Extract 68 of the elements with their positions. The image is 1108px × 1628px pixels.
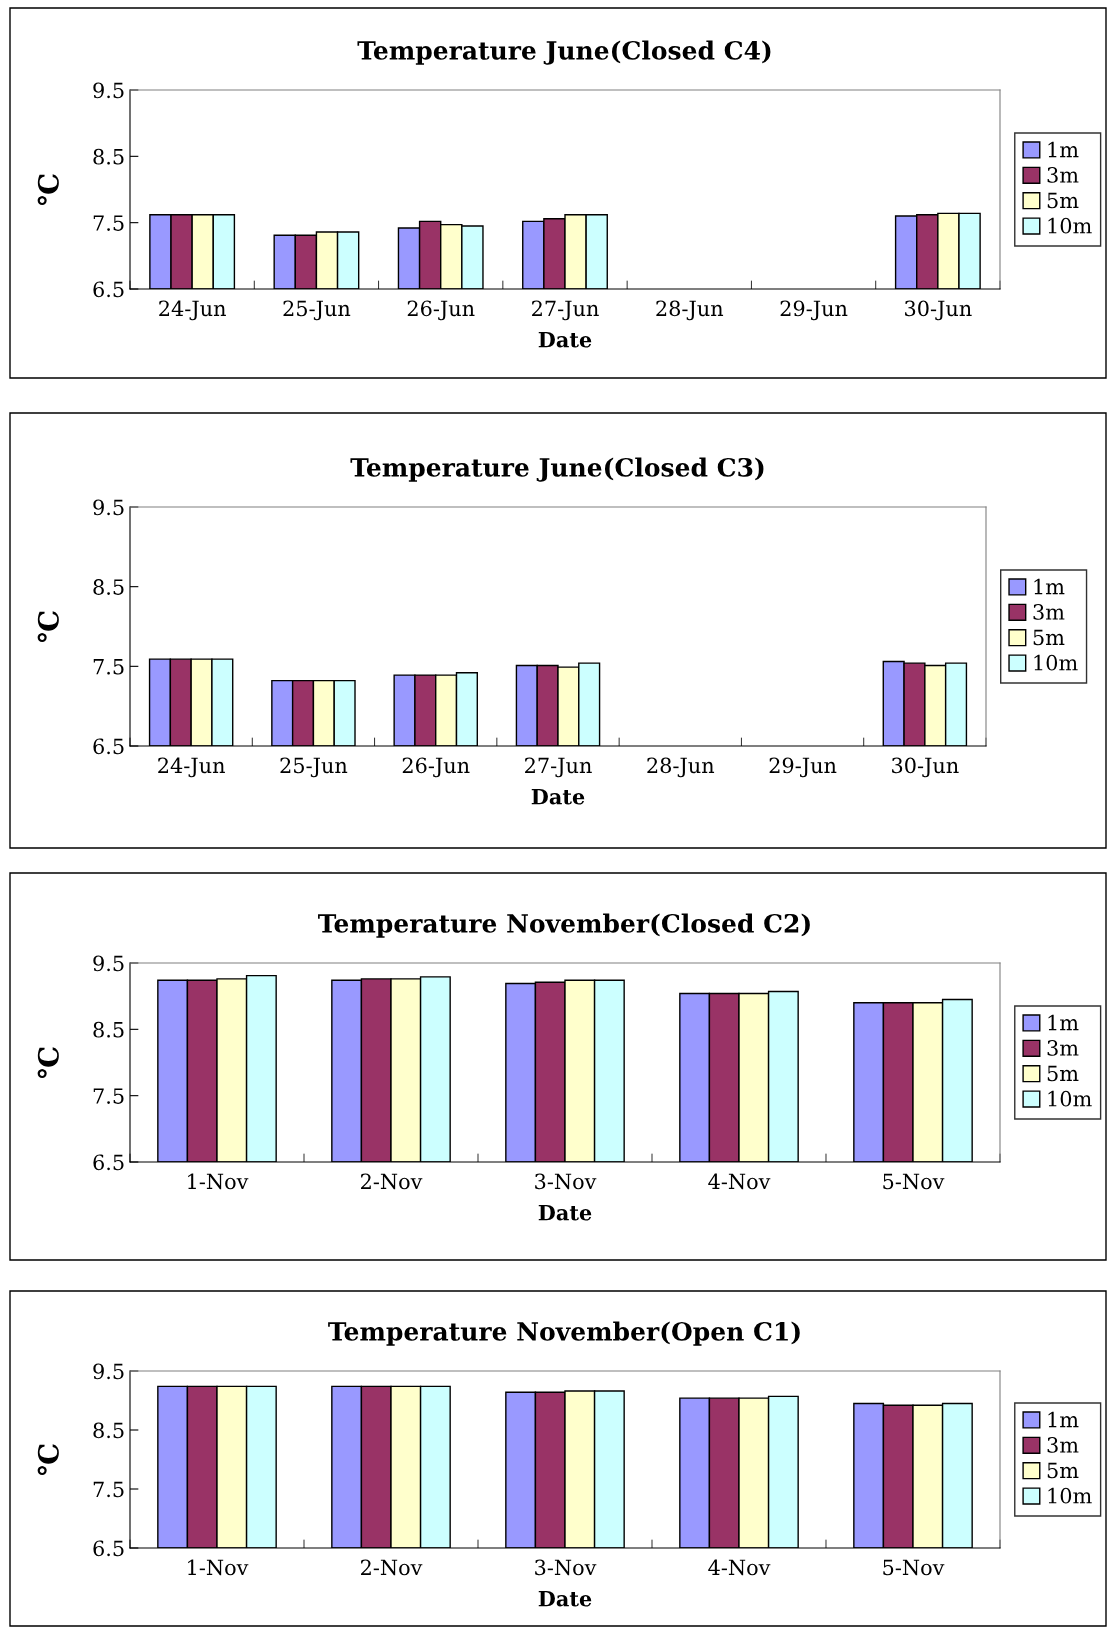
x-tick-label: 2-Nov xyxy=(360,1173,423,1190)
y-tick-label: 7.5 xyxy=(93,659,124,675)
chart-title: Temperature June(Closed C3) xyxy=(350,457,764,482)
x-tick-label: 1-Nov xyxy=(188,1173,249,1190)
legend-label: 10m xyxy=(1048,1487,1092,1504)
y-tick-label: 8.5 xyxy=(93,148,124,165)
legend-label: 5m xyxy=(1047,192,1079,209)
y-tick-label: 6.5 xyxy=(93,1154,124,1171)
legend-label: 1m xyxy=(1034,578,1065,595)
legend-label: 5m xyxy=(1033,629,1065,646)
legend-label: 3m xyxy=(1033,604,1065,620)
legend-label: 3m xyxy=(1047,1040,1079,1056)
y-tick-label: 8.5 xyxy=(93,1021,124,1038)
x-tick-label: 26-Jun xyxy=(407,300,475,321)
y-tick-label: 7.5 xyxy=(93,215,124,231)
y-axis-title: ℃ xyxy=(37,611,59,643)
x-tick-label: 25-Jun xyxy=(283,300,351,321)
legend-label: 1m xyxy=(1048,141,1079,158)
x-tick-label: 30-Jun xyxy=(892,757,959,778)
x-tick-label: 3-Nov xyxy=(535,1559,597,1576)
x-tick-label: 3-Nov xyxy=(535,1173,597,1190)
legend-label: 1m xyxy=(1048,1014,1079,1031)
x-tick-label: 30-Jun xyxy=(905,300,972,321)
chart-title: Temperature June(Closed C4) xyxy=(357,40,771,65)
y-tick-label: 6.5 xyxy=(93,738,124,755)
y-tick-label: 7.5 xyxy=(93,1481,124,1498)
x-axis-title: Date xyxy=(531,789,585,805)
x-axis-title: Date xyxy=(538,332,592,348)
legend-label: 3m xyxy=(1047,167,1079,183)
x-tick-label: 5-Nov xyxy=(883,1559,945,1576)
x-tick-label: 29-Jun xyxy=(780,300,848,321)
y-tick-label: 9.5 xyxy=(93,1363,124,1380)
x-tick-label: 4-Nov xyxy=(708,1559,771,1576)
y-axis-title: ℃ xyxy=(37,174,59,206)
x-tick-label: 24-Jun xyxy=(159,300,226,321)
x-tick-label: 1-Nov xyxy=(188,1559,249,1576)
y-tick-label: 9.5 xyxy=(93,499,124,516)
chart-title: Temperature November(Closed C2) xyxy=(318,913,810,938)
legend-label: 3m xyxy=(1047,1437,1079,1453)
y-tick-label: 9.5 xyxy=(93,955,124,972)
chart-title: Temperature November(Open C1) xyxy=(328,1321,800,1346)
x-tick-label: 27-Jun xyxy=(525,757,592,778)
x-tick-label: 4-Nov xyxy=(708,1173,771,1190)
y-tick-label: 8.5 xyxy=(93,579,124,595)
y-tick-label: 9.5 xyxy=(93,82,124,99)
x-tick-label: 28-Jun xyxy=(656,300,724,321)
x-tick-label: 28-Jun xyxy=(647,757,715,778)
y-axis-title: ℃ xyxy=(37,1047,59,1079)
y-tick-label: 8.5 xyxy=(93,1422,124,1439)
x-tick-label: 5-Nov xyxy=(883,1173,945,1190)
x-tick-label: 25-Jun xyxy=(280,757,348,778)
x-tick-label: 26-Jun xyxy=(402,757,470,778)
legend-label: 10m xyxy=(1048,217,1092,234)
legend-label: 5m xyxy=(1047,1065,1079,1082)
legend-label: 5m xyxy=(1047,1462,1079,1479)
y-tick-label: 7.5 xyxy=(93,1088,124,1104)
x-tick-label: 27-Jun xyxy=(532,300,599,321)
legend-label: 10m xyxy=(1048,1090,1092,1107)
x-tick-label: 24-Jun xyxy=(158,757,225,778)
x-axis-title: Date xyxy=(538,1205,592,1221)
legend-label: 10m xyxy=(1034,654,1078,671)
x-tick-label: 29-Jun xyxy=(769,757,837,778)
legend-label: 1m xyxy=(1048,1411,1079,1428)
x-tick-label: 2-Nov xyxy=(360,1559,423,1576)
y-tick-label: 6.5 xyxy=(93,1540,124,1557)
y-tick-label: 6.5 xyxy=(93,281,124,298)
y-axis-title: ℃ xyxy=(37,1444,59,1476)
x-axis-title: Date xyxy=(538,1591,592,1607)
